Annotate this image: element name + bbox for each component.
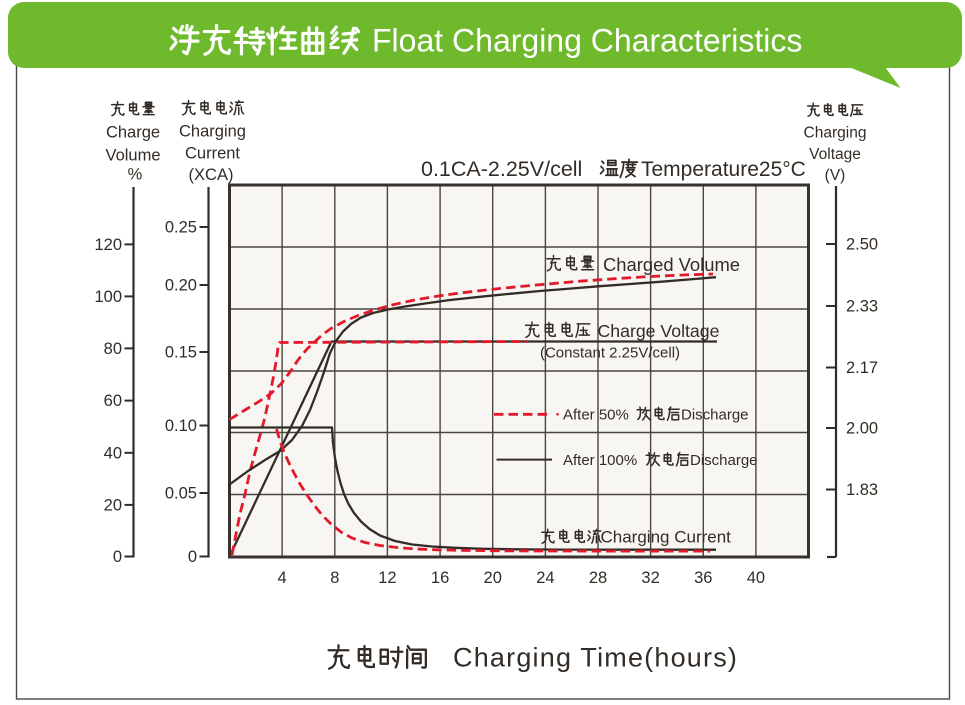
svg-text:120: 120 <box>94 236 122 254</box>
svg-text:(V): (V) <box>825 167 846 184</box>
svg-text:Charge Voltage: Charge Voltage <box>598 321 720 341</box>
svg-text:2.33: 2.33 <box>846 298 878 316</box>
svg-text:0: 0 <box>113 548 122 566</box>
svg-text:36: 36 <box>694 569 712 587</box>
svg-text:20: 20 <box>104 496 122 514</box>
svg-text:After 50%: After 50% <box>563 407 629 424</box>
svg-text:Voltage: Voltage <box>809 146 861 163</box>
svg-text:1.83: 1.83 <box>846 481 878 499</box>
svg-text:%: % <box>128 166 143 184</box>
svg-text:24: 24 <box>536 569 554 587</box>
svg-text:0.15: 0.15 <box>165 344 197 362</box>
svg-text:Discharge: Discharge <box>690 452 758 469</box>
svg-text:100: 100 <box>94 288 122 306</box>
svg-text:Charging Time(hours): Charging Time(hours) <box>453 643 738 673</box>
svg-text:2.17: 2.17 <box>846 359 878 377</box>
svg-text:0.25: 0.25 <box>165 219 197 237</box>
svg-text:0.05: 0.05 <box>165 485 197 503</box>
svg-text:(XCA): (XCA) <box>189 166 234 184</box>
svg-text:80: 80 <box>104 340 122 358</box>
svg-text:Charge: Charge <box>106 124 160 142</box>
svg-text:0.20: 0.20 <box>165 277 197 295</box>
svg-text:4: 4 <box>278 569 287 587</box>
svg-text:0.10: 0.10 <box>165 417 197 435</box>
svg-text:Float Charging Characteristics: Float Charging Characteristics <box>372 23 802 59</box>
svg-text:2.50: 2.50 <box>846 236 878 254</box>
svg-text:40: 40 <box>104 444 122 462</box>
svg-text:28: 28 <box>589 569 607 587</box>
svg-text:0.1CA-2.25V/cell: 0.1CA-2.25V/cell <box>421 157 582 181</box>
svg-text:Charging Current: Charging Current <box>601 528 732 547</box>
svg-text:Charging: Charging <box>804 125 867 142</box>
svg-text:2.00: 2.00 <box>846 420 878 438</box>
svg-text:Volume: Volume <box>105 147 160 165</box>
svg-text:0: 0 <box>188 548 197 566</box>
svg-text:12: 12 <box>378 569 396 587</box>
svg-text:60: 60 <box>104 392 122 410</box>
svg-text:Current: Current <box>185 145 240 163</box>
svg-text:Charging: Charging <box>179 123 246 141</box>
svg-text:8: 8 <box>330 569 339 587</box>
svg-text:40: 40 <box>747 569 765 587</box>
svg-text:16: 16 <box>431 569 449 587</box>
svg-text:After 100%: After 100% <box>563 452 637 469</box>
svg-text:Temperature25°C: Temperature25°C <box>641 158 806 181</box>
svg-text:20: 20 <box>484 569 502 587</box>
svg-text:(Constant 2.25V/cell): (Constant 2.25V/cell) <box>540 345 680 362</box>
svg-text:Charged Volume: Charged Volume <box>603 254 740 275</box>
svg-text:32: 32 <box>641 569 659 587</box>
svg-text:Discharge: Discharge <box>681 407 749 424</box>
